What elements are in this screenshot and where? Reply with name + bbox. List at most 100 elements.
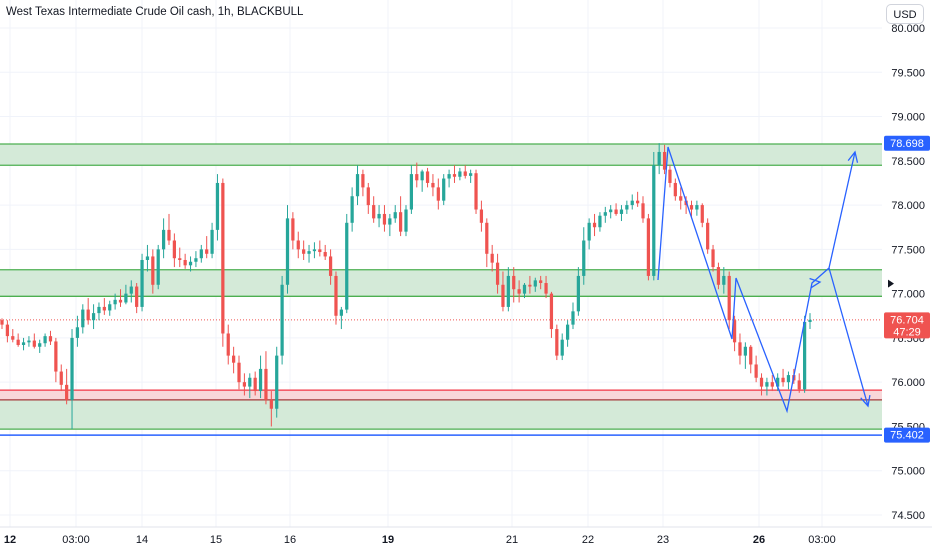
candle-body (544, 283, 548, 294)
candle-body (560, 339, 564, 356)
candle-body (808, 319, 812, 322)
candle-body (345, 222, 349, 310)
y-tick-label: 76.000 (891, 377, 925, 389)
price-tag-label: 78.698 (890, 138, 924, 150)
candle-body (765, 382, 769, 387)
candle-body (285, 218, 290, 285)
candle-body (135, 286, 139, 307)
x-tick-label: 19 (382, 534, 394, 546)
candle-body (188, 261, 193, 266)
candle-body (463, 171, 467, 176)
candle-body (528, 284, 532, 287)
candle-body (355, 174, 360, 197)
candle-body (447, 174, 451, 179)
candle-body (59, 371, 63, 385)
candle-body (732, 320, 737, 343)
candle-body (70, 337, 74, 400)
candle-body (97, 306, 101, 314)
candle-body (759, 377, 764, 387)
candle-body (565, 324, 570, 340)
currency-button[interactable]: USD (886, 4, 924, 24)
candle-body (636, 200, 640, 204)
candle-body (711, 249, 715, 268)
candle-body (275, 355, 279, 409)
price-axis[interactable]: 80.000 79.500 79.000 78.500 78.000 77.500 77.0… (891, 23, 925, 522)
candle-body (210, 229, 214, 254)
candle-body (382, 213, 387, 225)
candle-body (302, 249, 306, 254)
candle-body (609, 209, 613, 213)
candle-body (366, 187, 370, 206)
candle-body (598, 215, 602, 228)
time-axis[interactable]: 12 03:00 14 15 16 19 21 22 23 26 03:00 (0, 526, 932, 546)
candle-body (425, 171, 430, 183)
y-tick-label: 77.000 (891, 289, 925, 301)
candle-body (415, 174, 419, 181)
candle-body (183, 259, 187, 266)
candle-body (296, 240, 300, 250)
y-tick-label: 74.500 (891, 510, 925, 522)
candle-body (641, 203, 645, 219)
arrow-head-up (847, 150, 859, 163)
candle-body (469, 173, 473, 176)
candle-body (339, 309, 343, 316)
red-support-band (0, 390, 882, 400)
x-tick-label: 14 (136, 534, 148, 546)
candle-body (221, 182, 225, 334)
candle-body (522, 284, 527, 294)
price-tag (884, 135, 930, 151)
candle-body (431, 182, 435, 188)
candle-body (802, 321, 807, 390)
price-tag-label: 76.704 (890, 314, 924, 326)
candle-body (194, 258, 198, 262)
candle-body (495, 262, 500, 285)
candle-body (668, 169, 672, 183)
x-tick-label: 16 (284, 534, 296, 546)
candle-body (436, 187, 440, 201)
candle-body (689, 205, 694, 210)
candle-body (81, 309, 85, 328)
candle-body (32, 340, 36, 347)
candle-body (205, 249, 209, 254)
candle-body (695, 205, 699, 210)
candle-body (657, 151, 661, 166)
price-tag (884, 427, 930, 443)
candle-body (145, 256, 150, 260)
candle-body (264, 368, 268, 400)
candle-body (727, 275, 731, 321)
candle-body (167, 229, 171, 241)
candle-body (571, 311, 575, 325)
candle-body (248, 377, 252, 387)
candle-body (646, 218, 651, 276)
candle-body (226, 333, 230, 356)
y-tick-label: 75.000 (891, 466, 925, 478)
candle-body (781, 377, 785, 383)
candle-body (738, 342, 742, 356)
candle-body (269, 399, 273, 409)
candle-body (485, 222, 489, 254)
x-tick-label: 03:00 (808, 534, 836, 546)
candle-body (549, 293, 554, 330)
candle-body (479, 209, 484, 223)
candle-body (75, 327, 80, 338)
grid-lines (0, 0, 882, 527)
candle-body (54, 341, 58, 372)
y-tick-label: 78.000 (891, 200, 925, 212)
candle-body (5, 324, 10, 337)
candle-body (754, 364, 758, 378)
candle-body (91, 313, 96, 321)
candle-body (253, 377, 257, 392)
candle-body (156, 249, 160, 285)
pattern-zigzag (657, 146, 856, 414)
candle-body (512, 275, 516, 290)
candle-body (232, 355, 236, 363)
y-tick-label: 79.500 (891, 67, 925, 79)
candle-body (614, 209, 618, 214)
candle-body (603, 212, 607, 216)
candle-body (118, 299, 123, 303)
candle-body (625, 205, 629, 210)
candle-body (619, 209, 624, 214)
candle-body (452, 174, 457, 177)
candle-body (38, 343, 42, 347)
